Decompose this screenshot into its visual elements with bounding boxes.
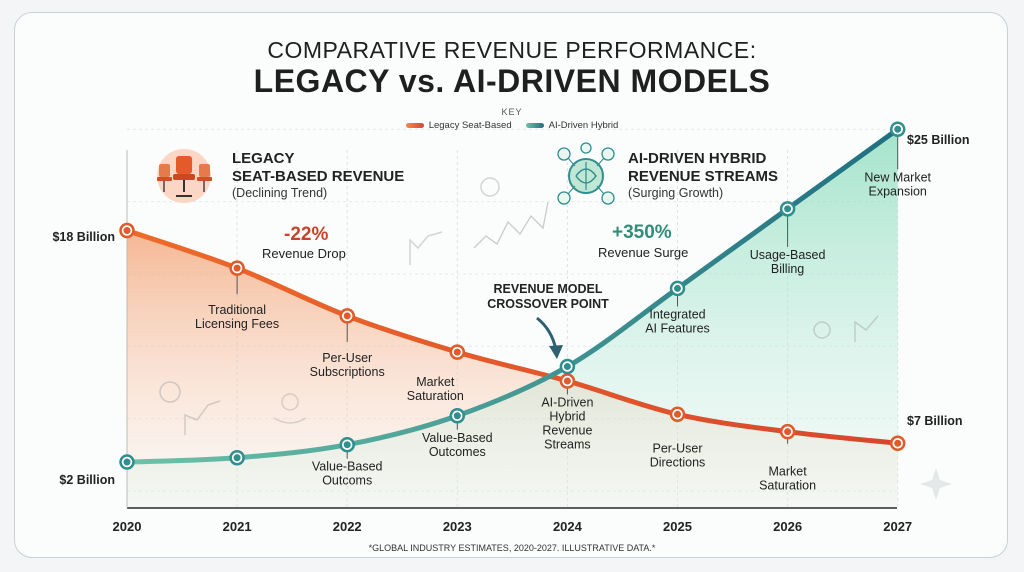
idea-hand-icon [273,393,307,424]
value-label-legacy-end: $7 Billion [907,414,963,428]
legacy-block-title2: SEAT-BASED REVENUE [232,168,405,185]
point-label-ai: Value-Based Outcomes [422,431,493,459]
decorations [126,142,952,509]
chart-text: 2020 2021 2022 2023 2024 2025 2026 2027 $18 Bill… [52,133,969,534]
dollar-coin-icon [159,177,831,403]
x-tick-label: 2022 [333,519,362,534]
crossover-arrow-icon [536,316,558,351]
ai-change-value: +350% [612,222,672,243]
point-ai-core [563,363,571,371]
x-tick-label: 2023 [443,519,472,534]
legacy-block-title1: LEGACY [232,150,295,167]
chart-title-line1: COMPARATIVE REVENUE PERFORMANCE: [267,37,757,63]
point-ai-core [123,458,131,466]
legend-swatch-legacy [405,123,424,128]
legend: Legacy Seat-Based AI-Driven Hybrid [0,120,1024,131]
point-label-ai: AI-Driven Hybrid Revenue Streams [541,396,593,452]
legend-item-ai: AI-Driven Hybrid [525,120,619,131]
arrowhead-icon [549,345,563,359]
point-ai-core [784,205,792,213]
crossover-label-line2: CROSSOVER POINT [487,297,609,311]
x-tick-label: 2021 [223,519,252,534]
point-legacy-core [674,410,681,418]
chairs-icon [157,149,212,203]
point-label-ai: Integrated AI Features [645,307,710,335]
legend-item-legacy: Legacy Seat-Based [405,120,512,131]
point-legacy-core [453,348,461,356]
point-label-legacy: Market Saturation [759,465,816,493]
point-legacy-core [894,439,902,447]
point-label-ai: Usage-Based Billing [750,248,826,276]
ai-brain-icon [557,142,615,205]
point-ai-core [674,284,681,292]
line-legacy [124,228,901,446]
point-label-legacy: Per-User Directions [650,441,706,469]
sparkline-icon [473,201,549,249]
series-points [119,121,906,470]
value-label-ai-end: $25 Billion [907,133,970,147]
legend-swatch-ai [525,123,544,128]
point-legacy-core [784,428,792,436]
legend-label-ai: AI-Driven Hybrid [548,120,619,131]
x-tick-label: 2026 [773,519,802,534]
point-ai-core [894,125,902,133]
ai-block-title2: REVENUE STREAMS [628,168,779,185]
point-label-legacy: Per-User Subscriptions [310,351,385,379]
x-tick-label: 2025 [663,519,692,534]
point-ai-core [343,441,351,449]
x-tick-label: 2024 [553,519,583,534]
legacy-block: LEGACY SEAT-BASED REVENUE (Declining Tre… [232,150,404,200]
sparkle-icon [920,468,952,500]
value-label-ai-start: $2 Billion [59,473,115,487]
ai-block-subtitle: (Surging Growth) [628,186,724,200]
ai-block: AI-DRIVEN HYBRID REVENUE STREAMS (Surgin… [628,150,778,200]
point-legacy-core [123,227,131,235]
growth-chart-icon [184,231,879,435]
crossover-label-line1: REVENUE MODEL [493,282,603,296]
ai-block-title1: AI-DRIVEN HYBRID [628,150,767,167]
area-ai [127,129,898,508]
legacy-change-label: Revenue Drop [262,246,346,261]
legacy-change-value: -22% [284,224,329,245]
point-label-ai: Value-Based Outcoms [312,460,383,488]
chart-title-line2: LEGACY vs. AI-DRIVEN MODELS [253,63,771,99]
point-legacy-core [343,312,351,320]
crossover-label: REVENUE MODEL CROSSOVER POINT [470,282,626,312]
point-legacy-core [233,264,241,272]
point-legacy-core [563,377,571,385]
legend-label-legacy: Legacy Seat-Based [428,120,512,131]
point-label-legacy: Market Saturation [407,375,464,403]
point-label-legacy: Traditional Licensing Fees [195,303,279,331]
legend-key-label: KEY [501,107,523,117]
point-label-ai: New Market Expansion [864,170,931,198]
x-tick-label: 2027 [883,519,912,534]
point-ai-core [453,412,461,420]
ai-change-label: Revenue Surge [598,245,689,260]
value-label-legacy-start: $18 Billion [52,230,115,244]
point-ai-core [233,454,241,462]
x-tick-label: 2020 [113,519,142,534]
legacy-block-subtitle: (Declining Trend) [232,186,328,200]
footnote: *GLOBAL INDUSTRY ESTIMATES, 2020-2027. I… [368,543,656,553]
